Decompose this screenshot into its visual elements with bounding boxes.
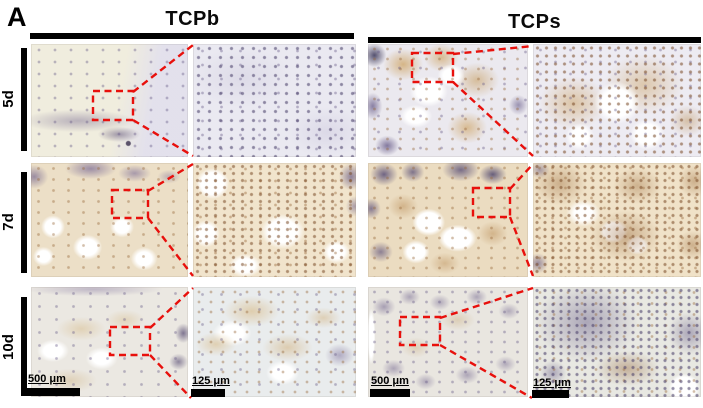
micrograph-tcpb-7d-inset <box>193 163 356 277</box>
micrograph-tcps-5d-inset <box>533 44 701 157</box>
scale-label-tcps-inset: 125 μm <box>533 377 571 389</box>
row-bar-7d <box>21 172 27 273</box>
scale-bar-tcpb-overview <box>27 388 80 396</box>
scale-bar-tcps-inset <box>532 390 569 398</box>
micrograph-tcps-10d-inset <box>533 287 701 397</box>
tcpb-header-bar <box>30 33 354 39</box>
row-label-10d: 10d <box>0 334 17 360</box>
scale-bar-tcpb-inset <box>191 389 225 397</box>
row-bar-10d <box>21 297 27 396</box>
micrograph-tcps-7d-inset <box>533 163 701 277</box>
row-bar-5d <box>21 48 27 151</box>
scale-label-tcpb-inset: 125 μm <box>192 375 230 387</box>
panel-label: A <box>7 2 27 32</box>
row-label-5d: 5d <box>0 90 17 108</box>
micrograph-tcpb-7d-overview <box>31 163 188 277</box>
scale-bar-tcps-overview <box>370 389 410 397</box>
micrograph-tcpb-5d-inset <box>193 44 356 157</box>
micrograph-tcpb-10d-inset <box>193 287 356 397</box>
micrograph-tcpb-5d-overview <box>31 44 188 157</box>
group-header-tcps: TCPs <box>507 11 562 33</box>
micrograph-tcps-5d-overview <box>368 44 528 157</box>
group-header-tcpb: TCPb <box>165 8 220 30</box>
tcps-header-bar <box>368 37 701 43</box>
micrograph-tcps-7d-overview <box>368 163 528 277</box>
row-label-7d: 7d <box>0 213 17 231</box>
scale-label-tcpb-overview: 500 μm <box>28 373 66 385</box>
scale-label-tcps-overview: 500 μm <box>371 375 409 387</box>
